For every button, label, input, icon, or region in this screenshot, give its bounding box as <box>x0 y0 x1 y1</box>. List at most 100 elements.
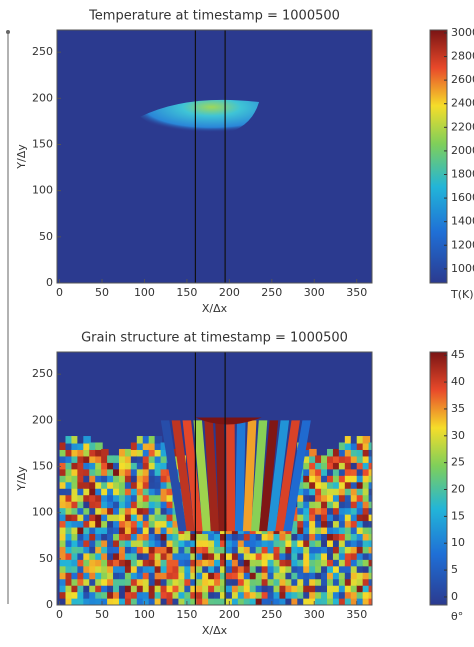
grain <box>142 448 151 457</box>
grain <box>113 565 121 573</box>
field <box>57 30 372 283</box>
grain <box>148 558 157 567</box>
grain <box>309 507 317 515</box>
grain <box>344 545 353 554</box>
grain <box>225 571 234 580</box>
grain <box>356 545 365 554</box>
grain <box>291 584 299 593</box>
grain <box>71 539 79 547</box>
grain <box>237 584 246 593</box>
grain <box>356 455 365 463</box>
grain <box>190 597 198 605</box>
grain <box>315 520 323 528</box>
grain <box>356 558 365 567</box>
y-tick-label: 0 <box>46 598 53 611</box>
grain <box>154 500 163 509</box>
grain <box>154 565 163 573</box>
grain <box>220 571 228 580</box>
grain <box>107 474 115 483</box>
columnar-grain <box>242 420 257 532</box>
grain <box>303 487 311 496</box>
grain <box>303 507 311 515</box>
grain <box>303 545 311 554</box>
grain <box>344 597 353 605</box>
grain <box>208 565 216 573</box>
grain <box>214 597 222 605</box>
grain <box>166 526 175 535</box>
grain <box>136 578 145 586</box>
y-tick-label: 250 <box>32 45 53 58</box>
grain <box>368 513 372 522</box>
grain <box>196 545 204 554</box>
grain <box>368 487 372 496</box>
grain <box>356 597 365 605</box>
grain <box>59 532 68 541</box>
grain <box>315 468 323 476</box>
grain <box>101 520 109 528</box>
grain <box>255 552 264 560</box>
grain <box>113 474 121 483</box>
grain <box>113 455 121 463</box>
grain <box>83 513 91 522</box>
x-tick-label: 100 <box>134 608 155 621</box>
grain <box>249 558 258 567</box>
grain <box>321 532 329 541</box>
grain <box>196 539 204 547</box>
grain <box>291 545 299 554</box>
grain <box>101 526 109 535</box>
grain <box>148 487 157 496</box>
grain <box>261 558 270 567</box>
grain <box>136 455 145 463</box>
grain <box>89 455 97 463</box>
grain <box>65 545 73 554</box>
grain <box>113 461 121 470</box>
grain <box>309 520 317 528</box>
grain <box>101 513 109 522</box>
grain <box>166 597 175 605</box>
grain <box>154 597 163 605</box>
grain <box>71 461 79 470</box>
grain <box>321 597 329 605</box>
grain <box>71 532 79 541</box>
grain <box>136 552 145 560</box>
grain <box>65 539 73 547</box>
grain <box>160 455 169 463</box>
grain <box>166 571 175 580</box>
grain <box>160 584 169 593</box>
grain <box>107 461 115 470</box>
grain <box>303 571 311 580</box>
grain <box>65 558 73 567</box>
colorbar-tick-label: 1400 <box>451 215 474 228</box>
grain <box>214 539 222 547</box>
grain <box>261 532 270 541</box>
grain <box>160 494 169 502</box>
grain <box>190 539 198 547</box>
grain <box>231 597 240 605</box>
grain <box>344 571 353 580</box>
grain <box>362 584 371 593</box>
grain <box>154 455 163 463</box>
grain <box>142 526 151 535</box>
grain <box>303 584 311 593</box>
columnar-grain <box>204 420 220 532</box>
grain <box>327 545 335 554</box>
grain <box>77 513 85 522</box>
grain <box>315 552 323 560</box>
colorbar-tick-label: 0 <box>451 590 458 603</box>
grain <box>59 591 68 599</box>
grain <box>95 487 103 496</box>
grain <box>59 578 68 586</box>
x-tick-label: 0 <box>56 608 63 621</box>
grain <box>267 584 276 593</box>
grain <box>255 584 264 593</box>
grain <box>71 500 79 509</box>
grain <box>356 578 365 586</box>
grain <box>220 565 228 573</box>
grain <box>291 513 299 522</box>
grain <box>95 526 103 535</box>
grain <box>95 448 103 457</box>
colorbar-tick-label: 1200 <box>451 238 474 251</box>
grain <box>178 584 186 593</box>
grain <box>303 442 311 450</box>
grain <box>136 442 145 450</box>
